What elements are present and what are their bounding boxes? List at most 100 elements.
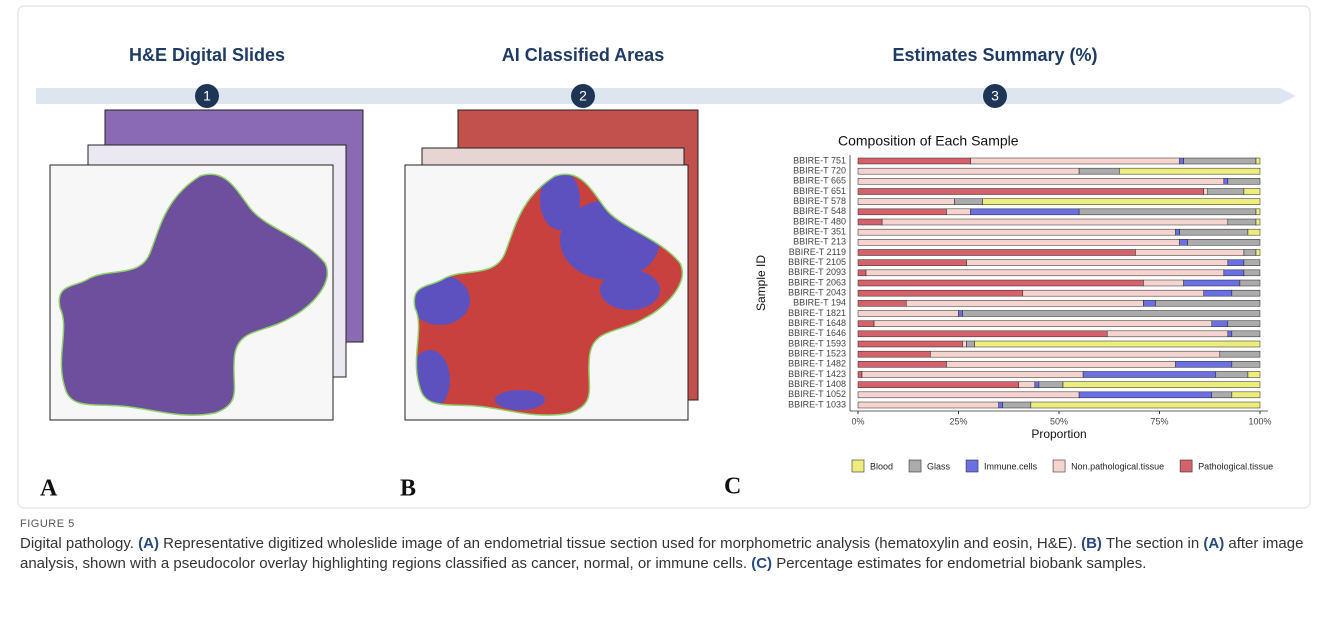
panel-label: B xyxy=(400,476,416,502)
bar-segment xyxy=(1135,250,1244,256)
bar-segment xyxy=(975,341,1260,347)
bar-segment xyxy=(1079,209,1256,215)
bar-segment xyxy=(858,351,930,357)
bar-segment xyxy=(1256,250,1260,256)
bar-segment xyxy=(1244,250,1256,256)
y-tick-label: BBIRE-T 480 xyxy=(793,216,846,226)
bar-segment xyxy=(1232,392,1260,398)
bar-segment xyxy=(1240,280,1260,286)
bar-segment xyxy=(858,290,1023,296)
bar-segment xyxy=(1184,280,1240,286)
legend-swatch xyxy=(909,460,921,472)
chart-title: Composition of Each Sample xyxy=(838,133,1019,149)
y-tick-label: BBIRE-T 1408 xyxy=(788,379,846,389)
bar-segment xyxy=(1035,382,1039,388)
x-tick-label: 50% xyxy=(1050,416,1068,426)
bar-segment xyxy=(858,341,963,347)
legend-swatch xyxy=(1053,460,1065,472)
bar-segment xyxy=(858,178,1224,184)
bar-segment xyxy=(1228,219,1256,225)
bar-segment xyxy=(971,158,1180,164)
y-tick-label: BBIRE-T 578 xyxy=(793,196,846,206)
bar-segment xyxy=(983,199,1260,205)
bar-segment xyxy=(1079,392,1212,398)
bar-segment xyxy=(1228,321,1260,327)
y-tick-label: BBIRE-T 2093 xyxy=(788,267,846,277)
y-tick-label: BBIRE-T 1482 xyxy=(788,359,846,369)
step-title: H&E Digital Slides xyxy=(129,45,285,65)
bar-segment xyxy=(858,250,1135,256)
bar-segment xyxy=(858,260,967,266)
bar-segment xyxy=(1256,209,1260,215)
y-tick-label: BBIRE-T 665 xyxy=(793,176,846,186)
y-tick-label: BBIRE-T 651 xyxy=(793,186,846,196)
bar-segment xyxy=(1180,239,1188,245)
y-tick-label: BBIRE-T 1648 xyxy=(788,318,846,328)
x-tick-label: 100% xyxy=(1248,416,1271,426)
y-axis-label: Sample ID xyxy=(754,255,768,311)
x-tick-label: 75% xyxy=(1150,416,1168,426)
bar-segment xyxy=(1228,178,1260,184)
bar-segment xyxy=(1224,270,1244,276)
caption-part: (A) xyxy=(138,535,159,552)
bar-segment xyxy=(946,361,1175,367)
bar-segment xyxy=(963,311,1260,317)
bar-segment xyxy=(999,402,1003,408)
bar-segment xyxy=(1083,372,1216,378)
page: H&E Digital Slides AI Classified Areas E… xyxy=(0,0,1328,635)
bar-segment xyxy=(1212,321,1228,327)
legend-swatch xyxy=(966,460,978,472)
bar-segment xyxy=(1063,382,1260,388)
bar-segment xyxy=(858,372,862,378)
bar-segment xyxy=(967,341,975,347)
y-tick-label: BBIRE-T 1423 xyxy=(788,369,846,379)
caption-label: FIGURE 5 xyxy=(20,518,1310,530)
caption-text: Digital pathology. (A) Representative di… xyxy=(20,534,1310,574)
bar-segment xyxy=(1248,372,1260,378)
bar-segment xyxy=(862,372,1083,378)
y-tick-label: BBIRE-T 1646 xyxy=(788,328,846,338)
bar-segment xyxy=(1188,239,1260,245)
bar-segment xyxy=(858,158,971,164)
bar-segment xyxy=(1107,331,1228,337)
legend-label: Immune.cells xyxy=(984,461,1038,471)
bar-segment xyxy=(1204,290,1232,296)
caption-part: (B) xyxy=(1081,535,1102,552)
bar-segment xyxy=(858,280,1143,286)
bar-segment xyxy=(858,199,954,205)
bar-segment xyxy=(858,402,999,408)
legend-swatch xyxy=(1180,460,1192,472)
bar-segment xyxy=(1176,229,1180,235)
legend-label: Glass xyxy=(927,461,951,471)
caption-part: The section in xyxy=(1102,535,1203,552)
bar-segment xyxy=(882,219,1228,225)
caption-part: Digital pathology. xyxy=(20,535,138,552)
bar-segment xyxy=(1023,290,1204,296)
bar-segment xyxy=(858,270,866,276)
bar-segment xyxy=(946,209,970,215)
bar-segment xyxy=(971,209,1080,215)
bar-segment xyxy=(1204,189,1208,195)
bar-segment xyxy=(1244,270,1260,276)
bar-segment xyxy=(858,219,882,225)
bar-segment xyxy=(1224,178,1228,184)
bar-segment xyxy=(967,260,1228,266)
panel-label: A xyxy=(40,476,58,502)
bar-segment xyxy=(1228,331,1232,337)
slide-stack-b xyxy=(405,110,698,420)
y-tick-label: BBIRE-T 720 xyxy=(793,166,846,176)
bar-segment xyxy=(1208,189,1244,195)
bar-segment xyxy=(1143,280,1183,286)
step-title: Estimates Summary (%) xyxy=(892,45,1097,65)
bar-segment xyxy=(959,311,963,317)
bar-segment xyxy=(858,239,1180,245)
y-tick-label: BBIRE-T 2063 xyxy=(788,277,846,287)
bar-segment xyxy=(1019,382,1035,388)
bar-segment xyxy=(858,189,1204,195)
panel-label: C xyxy=(724,474,741,500)
bar-segment xyxy=(1244,189,1260,195)
bar-segment xyxy=(930,351,1219,357)
chart: Composition of Each Sample0%25%50%75%100… xyxy=(754,133,1273,472)
legend-label: Non.pathological.tissue xyxy=(1071,461,1164,471)
y-tick-label: BBIRE-T 351 xyxy=(793,227,846,237)
